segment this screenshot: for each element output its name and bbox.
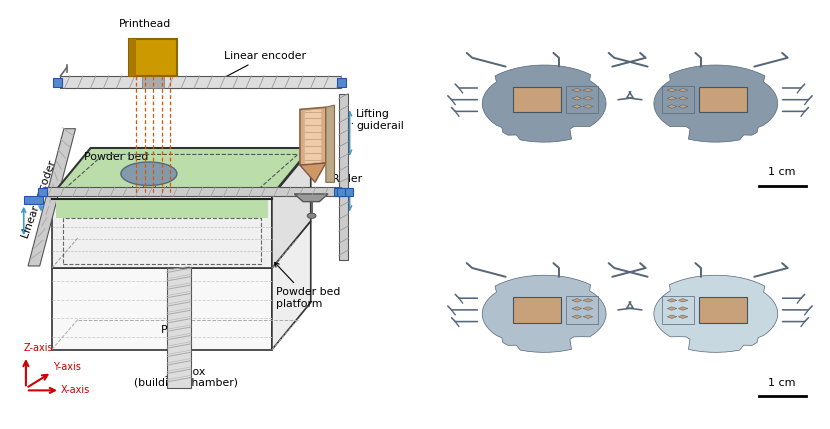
Bar (52, 78, 62, 87)
Polygon shape (482, 65, 606, 142)
Polygon shape (583, 315, 593, 318)
Bar (337, 188, 345, 196)
Text: Powder bed: Powder bed (84, 151, 149, 162)
Bar (339, 94, 349, 260)
Polygon shape (667, 97, 677, 100)
Text: Z-axis: Z-axis (24, 343, 53, 353)
Text: 1 cm: 1 cm (769, 378, 796, 388)
Bar (662, 86, 694, 113)
Text: Powder bed
platform: Powder bed platform (275, 263, 340, 309)
Bar (334, 188, 353, 196)
Bar (51, 268, 272, 350)
Polygon shape (51, 148, 310, 195)
Bar (513, 87, 561, 112)
Text: Piston: Piston (160, 325, 193, 335)
Polygon shape (272, 149, 310, 268)
Bar (61, 76, 341, 88)
Polygon shape (28, 129, 76, 266)
Bar (129, 39, 177, 76)
Bar (699, 297, 747, 323)
Polygon shape (572, 299, 582, 302)
Bar (24, 196, 43, 204)
Polygon shape (678, 88, 688, 92)
Text: Y-axis: Y-axis (53, 362, 81, 372)
Text: X-axis: X-axis (61, 385, 90, 396)
Polygon shape (667, 307, 677, 310)
Polygon shape (678, 97, 688, 100)
Bar (167, 268, 191, 388)
Bar (566, 86, 598, 113)
Polygon shape (583, 88, 593, 92)
Text: Roller: Roller (322, 175, 364, 196)
Bar (62, 218, 261, 264)
Bar (699, 87, 747, 112)
Bar (662, 296, 694, 323)
Polygon shape (667, 299, 677, 302)
Polygon shape (678, 315, 688, 318)
Polygon shape (572, 97, 582, 100)
Text: Job box
(building chamber): Job box (building chamber) (134, 313, 237, 388)
Polygon shape (667, 105, 677, 108)
Polygon shape (678, 307, 688, 310)
Text: Linear encoder: Linear encoder (218, 51, 306, 81)
Bar (43, 187, 341, 196)
Polygon shape (583, 299, 593, 302)
Polygon shape (583, 307, 593, 310)
Polygon shape (667, 315, 677, 318)
Text: Linear encoder: Linear encoder (20, 159, 57, 240)
Bar (38, 188, 46, 196)
Bar (56, 199, 267, 218)
Polygon shape (482, 275, 606, 352)
Text: Hopper: Hopper (307, 117, 320, 157)
Polygon shape (305, 109, 321, 164)
Text: 1 cm: 1 cm (769, 167, 796, 178)
Bar (513, 297, 561, 323)
Polygon shape (300, 107, 326, 165)
Bar (129, 39, 136, 76)
Bar (337, 78, 346, 87)
Text: Lifting
guiderail: Lifting guiderail (356, 109, 404, 131)
Polygon shape (572, 307, 582, 310)
Polygon shape (654, 65, 778, 142)
Polygon shape (654, 275, 778, 352)
Bar (51, 196, 272, 268)
Polygon shape (583, 97, 593, 100)
Polygon shape (678, 105, 688, 108)
Polygon shape (583, 105, 593, 108)
Bar (566, 296, 598, 323)
Text: Printhead: Printhead (119, 19, 171, 29)
Polygon shape (295, 194, 328, 202)
Polygon shape (326, 105, 334, 182)
Ellipse shape (121, 162, 177, 185)
Polygon shape (572, 88, 582, 92)
Bar (143, 76, 164, 88)
Polygon shape (272, 221, 310, 350)
Polygon shape (300, 163, 326, 182)
Polygon shape (572, 105, 582, 108)
Ellipse shape (307, 213, 316, 218)
Polygon shape (572, 315, 582, 318)
Polygon shape (678, 299, 688, 302)
Polygon shape (667, 88, 677, 92)
